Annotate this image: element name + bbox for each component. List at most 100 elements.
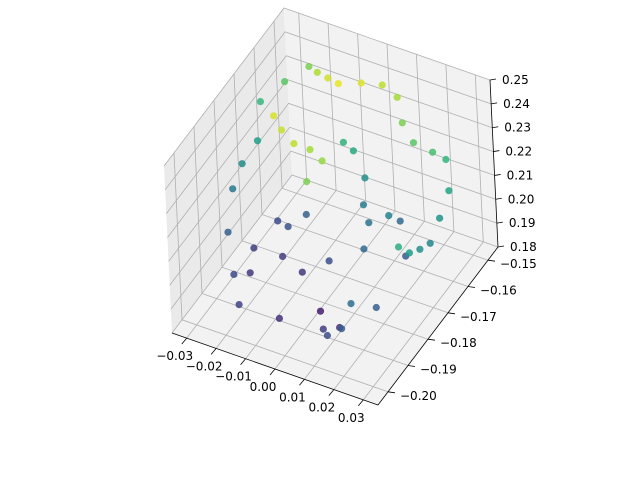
z-grid-line	[163, 7, 491, 167]
z-tick-mark	[496, 221, 503, 224]
left-back-pane	[164, 8, 292, 333]
z-grid-line	[168, 102, 495, 262]
data-point	[339, 138, 347, 146]
data-point	[318, 157, 326, 165]
z-tick-label: 0.20	[508, 192, 535, 206]
data-point	[338, 325, 346, 333]
data-point	[325, 257, 333, 265]
data-point	[313, 68, 321, 76]
data-point	[235, 301, 243, 309]
data-point	[305, 62, 313, 71]
x-tick-label: −0.03	[156, 349, 193, 363]
z-grid-line	[169, 126, 496, 286]
y-tick-mark	[467, 286, 476, 288]
z-tick-mark	[492, 126, 499, 129]
z-grid-line	[164, 31, 492, 191]
data-point	[238, 160, 246, 168]
data-point	[409, 139, 418, 147]
z-axis-line	[489, 79, 499, 248]
x-tick-mark	[357, 399, 364, 407]
tick-labels: −0.03−0.02−0.010.000.010.020.03 −0.20 −0.1…	[156, 73, 536, 425]
data-point	[359, 201, 368, 209]
z-tick-mark	[493, 150, 500, 152]
x-tick-label: 0.00	[250, 380, 277, 394]
data-point	[302, 210, 310, 219]
z-grid-line	[170, 150, 498, 310]
data-point	[365, 219, 373, 227]
y-tick-mark	[387, 391, 396, 394]
data-point	[360, 245, 368, 253]
data-point	[246, 269, 254, 277]
z-tick-label: 0.19	[509, 216, 536, 230]
y-axis-line	[377, 246, 499, 406]
data-point	[278, 126, 286, 134]
data-point	[378, 81, 386, 89]
x-tick-mark	[299, 379, 305, 386]
data-point	[436, 214, 444, 222]
data-point	[357, 79, 365, 87]
data-point	[250, 244, 258, 252]
data-point	[324, 74, 332, 82]
x-tick-mark	[328, 389, 335, 396]
z-tick-label: 0.24	[503, 97, 530, 111]
data-point	[270, 112, 278, 120]
data-points	[224, 62, 453, 340]
data-point	[349, 147, 357, 155]
data-point	[445, 187, 453, 195]
data-point	[253, 137, 262, 145]
tick-marks	[181, 78, 505, 407]
y-tick-label: −0.20	[400, 389, 437, 403]
data-point	[394, 243, 403, 251]
y-tick-mark	[447, 312, 456, 315]
data-point	[274, 217, 282, 225]
z-tick-label: 0.21	[507, 168, 534, 182]
y-tick-label: −0.19	[420, 363, 457, 377]
x-tick-mark	[240, 358, 246, 365]
y-tick-label: −0.17	[460, 310, 497, 324]
z-tick-mark	[491, 102, 498, 105]
data-point	[429, 148, 437, 156]
data-point	[256, 98, 264, 106]
z-grid-line	[165, 55, 493, 214]
x-tick-mark	[181, 337, 188, 345]
y-tick-label: −0.18	[440, 336, 477, 350]
z-tick-mark	[495, 197, 502, 200]
y-tick-mark	[487, 259, 496, 262]
data-point	[230, 270, 238, 278]
data-point	[279, 252, 287, 260]
data-point	[393, 93, 401, 101]
data-point	[416, 245, 424, 253]
data-point	[284, 223, 292, 231]
y-tick-label: −0.15	[500, 257, 537, 271]
z-tick-mark	[494, 174, 501, 176]
data-point	[306, 146, 314, 154]
data-point	[281, 78, 289, 86]
x-tick-label: −0.02	[186, 359, 223, 373]
z-grid-line	[171, 174, 499, 334]
data-point	[290, 140, 298, 148]
x-tick-label: 0.01	[279, 390, 306, 404]
data-point	[316, 307, 325, 315]
y-tick-label: −0.16	[480, 284, 517, 298]
data-point	[442, 155, 450, 164]
x-tick-label: 0.03	[338, 411, 365, 425]
y-tick-mark	[407, 365, 416, 367]
data-point	[323, 331, 331, 340]
y-tick-mark	[427, 338, 436, 341]
data-point	[303, 178, 311, 186]
x-tick-label: −0.01	[215, 370, 252, 384]
data-point	[224, 228, 232, 236]
data-point	[372, 303, 380, 312]
x-tick-mark	[210, 348, 217, 355]
data-point	[426, 239, 434, 247]
z-tick-label: 0.23	[504, 121, 531, 135]
z-tick-mark	[497, 245, 505, 248]
data-point	[229, 185, 237, 193]
x-tick-label: 0.02	[308, 401, 335, 415]
data-point	[361, 174, 369, 182]
data-point	[347, 300, 355, 308]
data-point	[298, 268, 306, 276]
z-tick-label: 0.25	[502, 73, 529, 87]
